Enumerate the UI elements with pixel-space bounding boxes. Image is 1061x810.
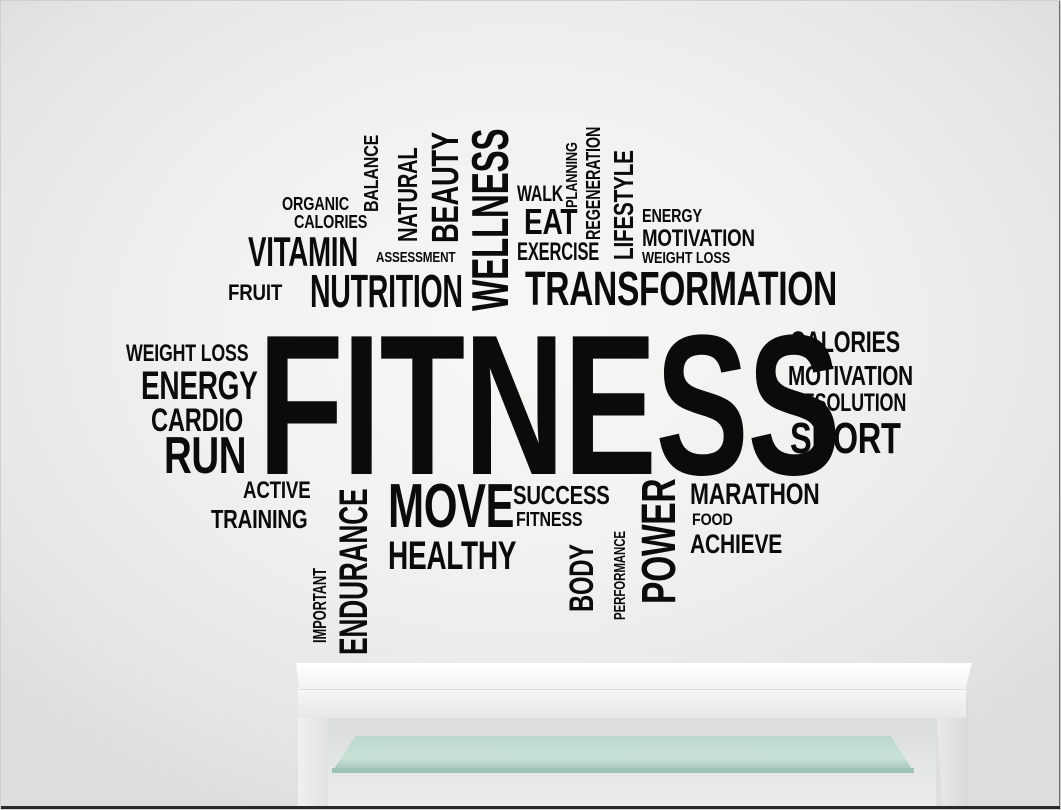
word-energy-top: ENERGY xyxy=(642,206,702,226)
word-healthy: HEALTHY xyxy=(388,534,517,578)
word-weight-loss-left: WEIGHT LOSS xyxy=(126,340,249,367)
word-weight-loss-top: WEIGHT LOSS xyxy=(642,250,731,267)
word-motivation-top: MOTIVATION xyxy=(642,225,755,252)
shelf-front-edge xyxy=(298,688,966,718)
word-vitamin: VITAMIN xyxy=(248,228,358,275)
word-fruit: FRUIT xyxy=(228,280,283,305)
shelf-top-surface xyxy=(296,663,972,690)
word-calories-top: CALORIES xyxy=(294,212,368,232)
word-resolution: RESOLUTION xyxy=(790,389,907,417)
word-walk: WALK xyxy=(517,181,564,206)
word-endurance: ENDURANCE xyxy=(332,488,376,655)
word-cardio: CARDIO xyxy=(151,402,243,438)
word-marathon: MARATHON xyxy=(690,478,820,511)
glass-shelf xyxy=(332,736,914,772)
word-food: FOOD xyxy=(692,510,733,529)
glass-shelf-edge xyxy=(332,768,914,773)
word-natural: NATURAL xyxy=(392,147,423,242)
word-transformation: TRANSFORMATION xyxy=(525,263,837,316)
word-wellness: WELLNESS xyxy=(462,128,520,311)
frame-edge-right xyxy=(1059,0,1061,810)
word-nutrition: NUTRITION xyxy=(310,265,463,317)
word-achieve: ACHIEVE xyxy=(690,529,783,559)
word-planning: PLANNING xyxy=(564,142,581,208)
word-active: ACTIVE xyxy=(243,477,311,504)
word-organic: ORGANIC xyxy=(282,194,349,214)
word-body: BODY xyxy=(563,544,601,612)
word-motivation-right: MOTIVATION xyxy=(788,360,913,391)
word-performance: PERFORMANCE xyxy=(612,531,629,620)
word-fitness-small: FITNESS xyxy=(516,509,583,531)
word-eat: EAT xyxy=(524,201,578,242)
word-fitness-main: FITNESS xyxy=(258,294,841,517)
word-power: POWER xyxy=(633,478,686,604)
word-calories-right: CALORIES xyxy=(790,326,900,359)
word-assessment: ASSESSMENT xyxy=(376,249,456,266)
word-balance: BALANCE xyxy=(361,134,383,212)
word-exercise: EXERCISE xyxy=(517,238,600,266)
word-sport: SPORT xyxy=(790,414,901,463)
frame-edge-bottom xyxy=(0,806,1061,810)
word-beauty: BEAUTY xyxy=(425,132,467,243)
word-lifestyle: LIFESTYLE xyxy=(608,150,639,260)
word-regeneration: REGENERATION xyxy=(583,126,605,240)
word-move: MOVE xyxy=(388,472,515,541)
word-energy-left: ENERGY xyxy=(141,364,258,408)
word-success: SUCCESS xyxy=(513,480,610,510)
word-training: TRAINING xyxy=(211,504,308,534)
shelf-left-side xyxy=(298,716,328,810)
word-run: RUN xyxy=(164,427,247,485)
word-important: IMPORTANT xyxy=(310,568,330,643)
